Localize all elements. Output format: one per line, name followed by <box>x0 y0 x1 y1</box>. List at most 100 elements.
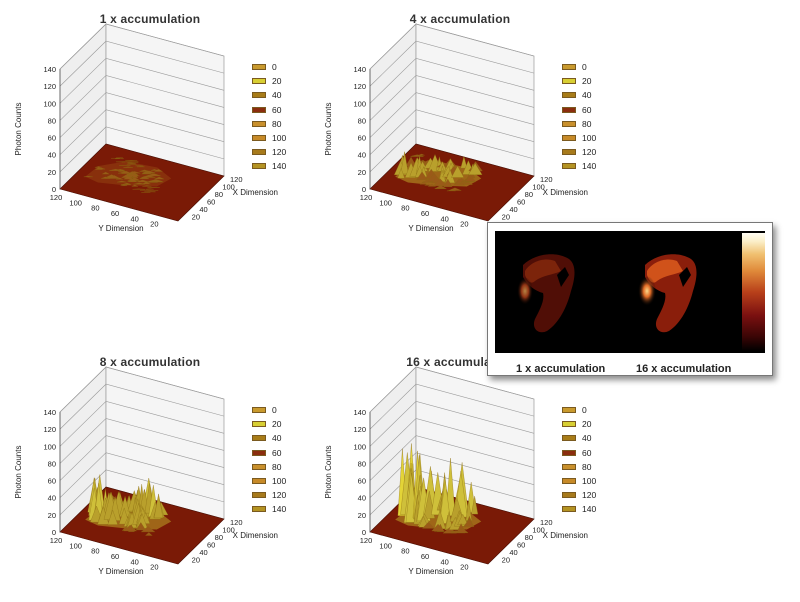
inset-image-comparison: 1 x accumulation 16 x accumulation <box>487 222 773 376</box>
y-tick-label: 100 <box>379 541 392 550</box>
legend-swatch <box>252 478 266 484</box>
z-tick-label: 80 <box>358 116 366 125</box>
z-axis-title: Photon Counts <box>324 446 333 499</box>
y-tick-label: 20 <box>150 563 158 572</box>
z-tick-label: 60 <box>48 134 56 143</box>
legend-swatch <box>562 92 576 98</box>
legend-item: 140 <box>252 159 286 173</box>
legend-swatch <box>562 107 576 113</box>
legend-item: 80 <box>252 460 286 474</box>
legend-item: 40 <box>252 88 286 102</box>
x-axis-title: X Dimension <box>233 188 278 197</box>
legend-swatch <box>562 492 576 498</box>
y-tick-label: 40 <box>130 214 138 223</box>
legend-swatch <box>562 64 576 70</box>
legend-label: 80 <box>582 462 591 472</box>
x-axis-title: X Dimension <box>543 531 588 540</box>
x-tick-label: 120 <box>230 518 243 527</box>
y-tick-label: 120 <box>360 193 373 202</box>
y-tick-label: 120 <box>50 193 63 202</box>
legend-swatch <box>252 149 266 155</box>
axes <box>60 24 224 221</box>
y-tick-label: 100 <box>69 198 82 207</box>
legend-item: 120 <box>562 488 596 502</box>
y-tick-label: 40 <box>440 214 448 223</box>
axes <box>60 367 224 564</box>
z-tick-label: 120 <box>353 425 366 434</box>
y-axis-title: Y Dimension <box>408 567 453 576</box>
legend-item: 40 <box>562 88 596 102</box>
legend-item: 80 <box>252 117 286 131</box>
axes <box>370 24 534 221</box>
legend-item: 100 <box>252 474 286 488</box>
legend-label: 140 <box>272 161 286 171</box>
y-tick-label: 40 <box>130 557 138 566</box>
x-tick-label: 120 <box>540 518 553 527</box>
legend-item: 60 <box>562 446 596 460</box>
y-tick-label: 20 <box>150 220 158 229</box>
z-tick-label: 120 <box>43 82 56 91</box>
y-tick-label: 80 <box>91 547 99 556</box>
legend-swatch <box>562 435 576 441</box>
legend-swatch <box>562 135 576 141</box>
legend-item: 60 <box>252 446 286 460</box>
legend-item: 20 <box>252 417 286 431</box>
legend-swatch <box>252 64 266 70</box>
y-axis-title: Y Dimension <box>408 224 453 233</box>
cell-image-16x <box>638 254 697 332</box>
legend-swatch <box>562 78 576 84</box>
z-tick-label: 40 <box>358 494 366 503</box>
legend-label: 120 <box>272 490 286 500</box>
legend-label: 40 <box>272 433 281 443</box>
legend-label: 60 <box>582 105 591 115</box>
y-tick-label: 60 <box>111 209 119 218</box>
y-tick-label: 100 <box>69 541 82 550</box>
legend-label: 60 <box>272 105 281 115</box>
z-tick-label: 100 <box>43 99 56 108</box>
legend-swatch <box>562 163 576 169</box>
colorbar <box>742 233 765 351</box>
legend-label: 100 <box>272 133 286 143</box>
z-axis-title: Photon Counts <box>324 103 333 156</box>
z-tick-label: 20 <box>358 511 366 520</box>
legend-label: 140 <box>582 161 596 171</box>
legend-swatch <box>252 92 266 98</box>
legend-swatch <box>562 478 576 484</box>
legend-label: 40 <box>582 433 591 443</box>
legend-label: 80 <box>272 462 281 472</box>
legend-item: 120 <box>252 145 286 159</box>
z-tick-label: 80 <box>48 116 56 125</box>
z-axis-title: Photon Counts <box>14 446 23 499</box>
y-tick-label: 80 <box>91 204 99 213</box>
cell-image-1x <box>517 254 575 332</box>
legend-swatch <box>252 421 266 427</box>
legend-label: 80 <box>272 119 281 129</box>
legend-item: 140 <box>562 502 596 516</box>
legend-label: 60 <box>272 448 281 458</box>
legend-swatch <box>252 135 266 141</box>
legend-item: 40 <box>252 431 286 445</box>
y-axis-title: Y Dimension <box>98 567 143 576</box>
z-tick-label: 100 <box>43 442 56 451</box>
y-axis-title: Y Dimension <box>98 224 143 233</box>
legend-item: 20 <box>562 417 596 431</box>
legend-label: 120 <box>272 147 286 157</box>
z-axis-title: Photon Counts <box>14 103 23 156</box>
legend-label: 140 <box>272 504 286 514</box>
legend-label: 40 <box>272 90 281 100</box>
legend-item: 140 <box>562 159 596 173</box>
x-tick-label: 120 <box>230 175 243 184</box>
legend-item: 60 <box>252 103 286 117</box>
y-tick-label: 20 <box>460 563 468 572</box>
legend-swatch <box>562 450 576 456</box>
legend-label: 100 <box>582 133 596 143</box>
legend-label: 40 <box>582 90 591 100</box>
legend-swatch <box>252 407 266 413</box>
y-tick-label: 40 <box>440 557 448 566</box>
legend-item: 0 <box>562 403 596 417</box>
z-tick-label: 40 <box>48 151 56 160</box>
y-tick-label: 60 <box>421 209 429 218</box>
legend-item: 100 <box>562 474 596 488</box>
